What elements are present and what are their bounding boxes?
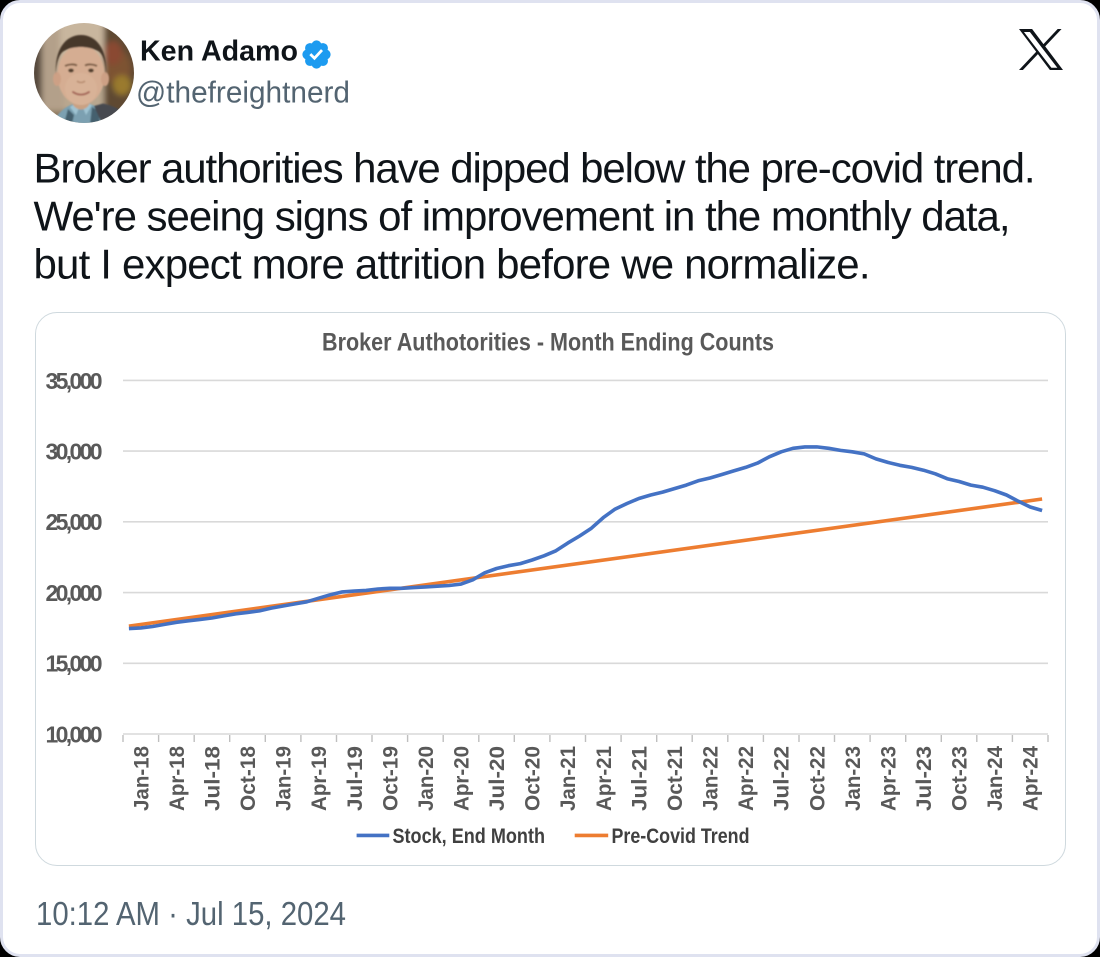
svg-text:20,000: 20,000 (46, 580, 103, 606)
svg-text:35,000: 35,000 (46, 368, 103, 394)
svg-text:Jan-20: Jan-20 (415, 746, 438, 811)
svg-text:Apr-19: Apr-19 (308, 746, 331, 811)
svg-text:Jul-21: Jul-21 (628, 746, 651, 811)
svg-text:Ken Adamo: Ken Adamo (140, 36, 298, 68)
svg-text:Apr-23: Apr-23 (877, 746, 900, 811)
svg-text:Stock, End Month: Stock, End Month (393, 825, 546, 848)
svg-text:Pre-Covid Trend: Pre-Covid Trend (612, 825, 750, 848)
svg-text:Oct-18: Oct-18 (237, 746, 260, 811)
svg-text:but I expect more attrition be: but I expect more attrition before we no… (34, 240, 871, 287)
svg-text:Oct-22: Oct-22 (806, 746, 829, 811)
svg-text:Apr-22: Apr-22 (735, 746, 758, 811)
svg-text:10:12 AM · Jul 15, 2024: 10:12 AM · Jul 15, 2024 (36, 896, 346, 933)
svg-text:Broker Authotorities - Month E: Broker Authotorities - Month Ending Coun… (322, 329, 774, 357)
svg-text:30,000: 30,000 (46, 439, 103, 465)
svg-text:Broker authorities have dipped: Broker authorities have dipped below the… (34, 144, 1036, 191)
svg-text:Jul-19: Jul-19 (344, 746, 367, 811)
svg-text:Apr-21: Apr-21 (593, 746, 616, 811)
svg-text:Jan-19: Jan-19 (273, 746, 296, 811)
svg-text:Jul-23: Jul-23 (913, 746, 936, 811)
svg-text:Jul-20: Jul-20 (486, 746, 509, 811)
svg-text:Apr-24: Apr-24 (1020, 746, 1043, 811)
svg-text:15,000: 15,000 (46, 651, 103, 677)
svg-text:Jul-18: Jul-18 (201, 746, 224, 811)
svg-text:Oct-21: Oct-21 (664, 746, 687, 811)
svg-text:Oct-20: Oct-20 (522, 746, 545, 811)
svg-text:We're seeing signs of improvem: We're seeing signs of improvement in the… (34, 192, 1011, 239)
svg-text:Apr-18: Apr-18 (166, 746, 189, 811)
svg-text:Oct-19: Oct-19 (379, 746, 402, 811)
svg-text:Jan-23: Jan-23 (842, 746, 865, 811)
svg-text:Jan-22: Jan-22 (700, 746, 723, 811)
svg-text:Jan-21: Jan-21 (557, 746, 580, 811)
svg-text:25,000: 25,000 (46, 509, 103, 535)
svg-text:Oct-23: Oct-23 (949, 746, 972, 811)
svg-text:Jul-22: Jul-22 (771, 746, 794, 811)
svg-text:Apr-20: Apr-20 (451, 746, 474, 811)
svg-text:@thefreightnerd: @thefreightnerd (136, 75, 350, 110)
svg-text:10,000: 10,000 (46, 721, 103, 747)
svg-text:Jan-18: Jan-18 (130, 746, 153, 811)
svg-text:Jan-24: Jan-24 (984, 746, 1007, 811)
